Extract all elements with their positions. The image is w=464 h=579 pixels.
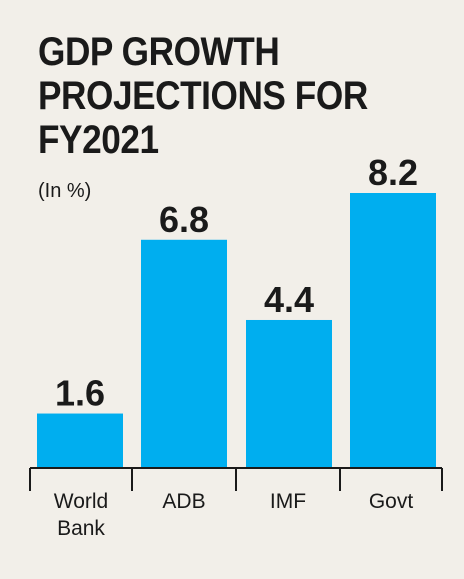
bar-3: [350, 193, 436, 467]
chart-title: GDP GROWTH PROJECTIONS FOR FY2021: [38, 30, 425, 162]
chart-title-line-2: PROJECTIONS FOR: [38, 74, 368, 118]
value-label-0: 1.6: [55, 373, 105, 414]
chart-title-line-3: FY2021: [38, 118, 159, 162]
bar-1: [141, 239, 227, 467]
category-label-2: IMF: [270, 490, 306, 513]
bar-0: [37, 413, 123, 467]
category-label-0-line-1: Bank: [57, 517, 105, 540]
chart-title-line-1: GDP GROWTH: [38, 30, 280, 74]
category-label-3: Govt: [369, 490, 414, 513]
category-label-0-line-0: World: [54, 490, 108, 513]
category-label-1: ADB: [162, 490, 205, 513]
value-label-2: 4.4: [264, 279, 314, 320]
bar-2: [246, 319, 332, 467]
value-label-3: 8.2: [368, 152, 418, 193]
value-label-1: 6.8: [159, 199, 209, 240]
chart-subtitle: (In %): [38, 180, 92, 202]
